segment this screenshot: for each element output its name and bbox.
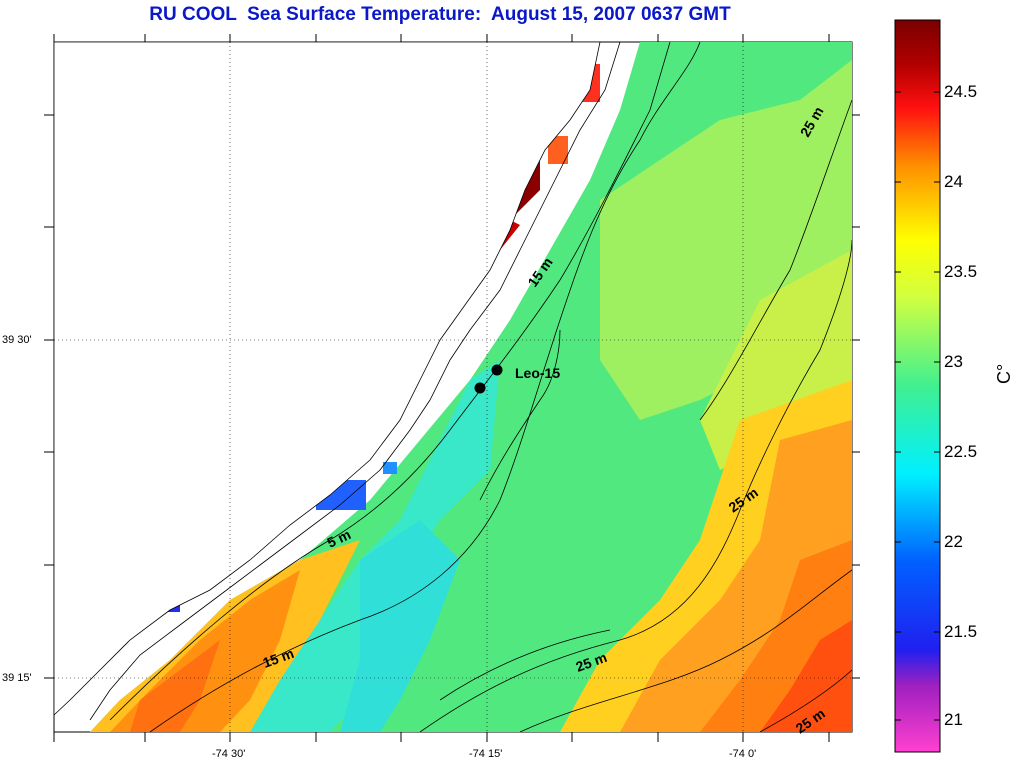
- colorbar-tick-label: 21: [944, 710, 963, 729]
- colorbar-unit-label: C°: [994, 363, 1014, 384]
- land: [54, 42, 601, 716]
- lon-label-74-0: -74 0': [729, 748, 757, 760]
- map-title: RU COOL Sea Surface Temperature: August …: [149, 4, 731, 25]
- colorbar-tick-label: 23.5: [944, 262, 978, 281]
- lat-label-39-30: 39 30': [2, 334, 32, 346]
- lon-label-74-30: -74 30': [212, 748, 246, 760]
- colorbar-tick-label: 23: [944, 352, 963, 371]
- colorbar-tick-label: 22: [944, 532, 963, 551]
- colorbar-tick-label: 24.5: [944, 82, 978, 101]
- graticule: [54, 42, 852, 732]
- colorbar-ticks: [895, 91, 940, 721]
- colorbar-tick-label: 22.5: [944, 442, 978, 461]
- colorbar: [894, 19, 941, 753]
- sst-field: [54, 42, 852, 732]
- coastline: [89, 42, 621, 721]
- isobaths: [109, 42, 852, 732]
- station-marker-2: [474, 382, 486, 394]
- station-label: Leo-15: [515, 365, 561, 381]
- station-marker-1: [491, 364, 503, 376]
- lat-label-39-15: 39 15': [2, 672, 32, 684]
- cyan-band: [250, 360, 500, 732]
- colorbar-tick-label: 24: [944, 172, 963, 191]
- colorbar-tick-label: 21.5: [944, 622, 978, 641]
- lon-label-74-15: -74 15': [469, 748, 503, 760]
- axis-ticks: [44, 34, 860, 742]
